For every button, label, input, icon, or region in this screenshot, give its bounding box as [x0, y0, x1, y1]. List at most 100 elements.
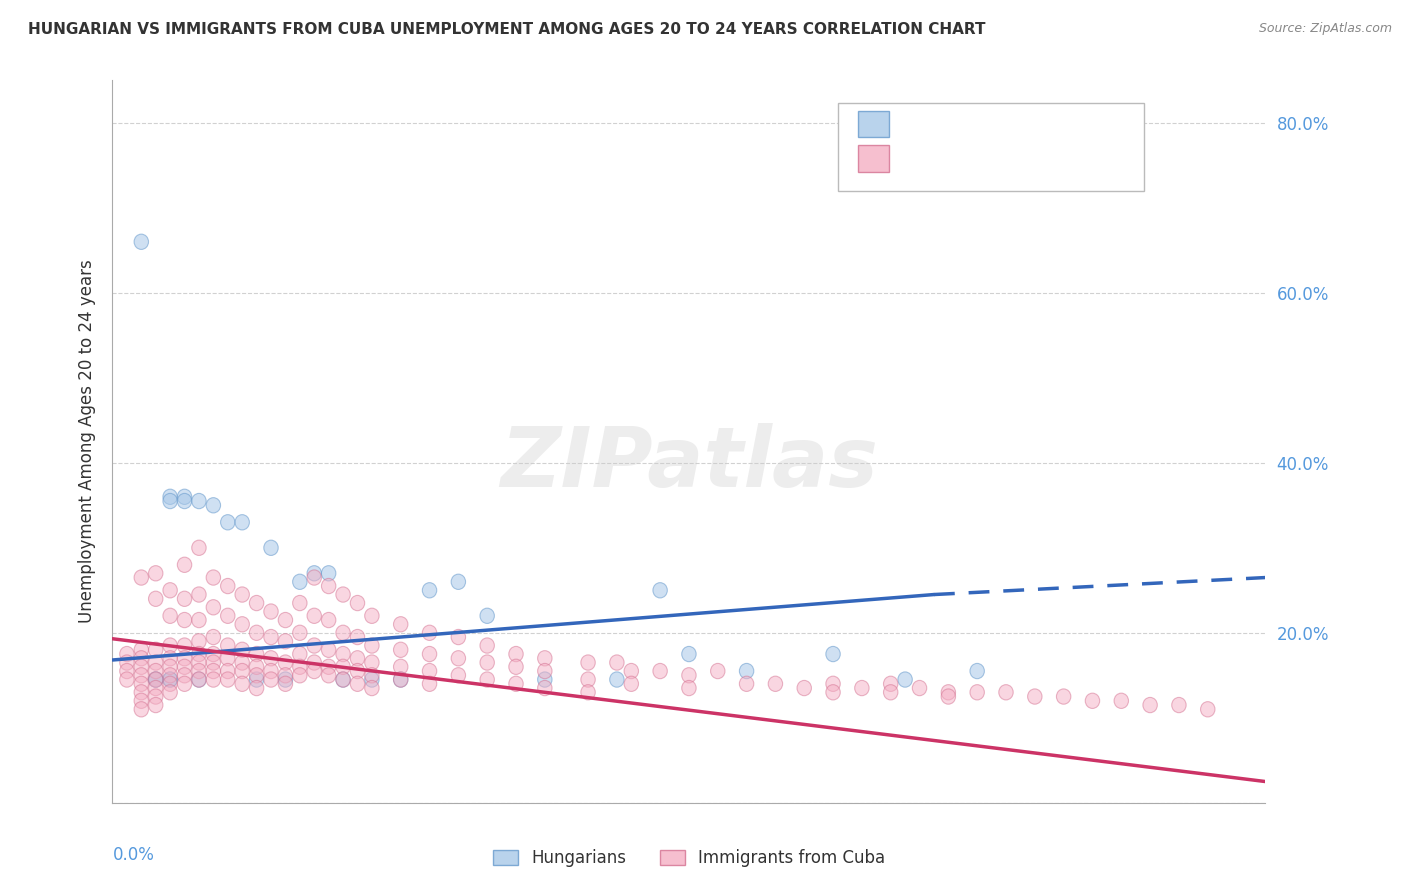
Ellipse shape	[221, 515, 235, 530]
Ellipse shape	[177, 659, 191, 674]
Ellipse shape	[163, 676, 177, 691]
Ellipse shape	[134, 570, 149, 585]
Ellipse shape	[292, 625, 307, 640]
Ellipse shape	[120, 655, 134, 670]
Ellipse shape	[422, 664, 437, 679]
Ellipse shape	[221, 650, 235, 666]
Ellipse shape	[177, 638, 191, 653]
Ellipse shape	[394, 642, 408, 657]
Ellipse shape	[264, 630, 278, 645]
Ellipse shape	[249, 625, 264, 640]
Ellipse shape	[624, 676, 638, 691]
Ellipse shape	[364, 681, 380, 696]
Ellipse shape	[797, 681, 811, 696]
Ellipse shape	[322, 667, 336, 683]
Ellipse shape	[336, 647, 350, 662]
Ellipse shape	[479, 655, 495, 670]
Ellipse shape	[336, 587, 350, 602]
Ellipse shape	[149, 698, 163, 713]
Ellipse shape	[134, 650, 149, 666]
Ellipse shape	[336, 659, 350, 674]
Ellipse shape	[149, 591, 163, 607]
Text: ZIPatlas: ZIPatlas	[501, 423, 877, 504]
Ellipse shape	[740, 676, 754, 691]
Ellipse shape	[682, 681, 696, 696]
Ellipse shape	[322, 613, 336, 628]
Ellipse shape	[710, 664, 725, 679]
Ellipse shape	[912, 681, 927, 696]
Ellipse shape	[610, 655, 624, 670]
Ellipse shape	[191, 672, 207, 687]
Ellipse shape	[479, 608, 495, 624]
Ellipse shape	[350, 676, 364, 691]
Ellipse shape	[898, 672, 912, 687]
Ellipse shape	[451, 667, 465, 683]
Ellipse shape	[768, 676, 783, 691]
Ellipse shape	[249, 672, 264, 687]
Ellipse shape	[307, 638, 322, 653]
Ellipse shape	[177, 667, 191, 683]
Ellipse shape	[207, 599, 221, 615]
Ellipse shape	[163, 489, 177, 505]
Ellipse shape	[825, 676, 841, 691]
Ellipse shape	[509, 659, 523, 674]
Ellipse shape	[149, 672, 163, 687]
Ellipse shape	[998, 685, 1014, 700]
Y-axis label: Unemployment Among Ages 20 to 24 years: Unemployment Among Ages 20 to 24 years	[77, 260, 96, 624]
Ellipse shape	[163, 650, 177, 666]
Ellipse shape	[177, 558, 191, 573]
Ellipse shape	[364, 655, 380, 670]
Ellipse shape	[581, 655, 595, 670]
Ellipse shape	[191, 633, 207, 649]
Text: 0.0%: 0.0%	[112, 847, 155, 864]
Ellipse shape	[207, 498, 221, 513]
Ellipse shape	[479, 672, 495, 687]
Ellipse shape	[682, 667, 696, 683]
Text: R =: R =	[900, 149, 936, 167]
Ellipse shape	[292, 659, 307, 674]
Ellipse shape	[120, 647, 134, 662]
Ellipse shape	[537, 664, 553, 679]
Ellipse shape	[1114, 693, 1129, 708]
Ellipse shape	[191, 664, 207, 679]
Ellipse shape	[207, 655, 221, 670]
Ellipse shape	[264, 650, 278, 666]
Ellipse shape	[191, 655, 207, 670]
Ellipse shape	[149, 672, 163, 687]
Ellipse shape	[1201, 702, 1215, 717]
Ellipse shape	[134, 659, 149, 674]
Ellipse shape	[149, 689, 163, 704]
Ellipse shape	[394, 672, 408, 687]
Ellipse shape	[278, 676, 292, 691]
Ellipse shape	[177, 650, 191, 666]
Ellipse shape	[307, 655, 322, 670]
Ellipse shape	[134, 667, 149, 683]
Ellipse shape	[120, 672, 134, 687]
Ellipse shape	[177, 493, 191, 508]
Ellipse shape	[1085, 693, 1099, 708]
Ellipse shape	[970, 664, 984, 679]
Ellipse shape	[177, 613, 191, 628]
Ellipse shape	[163, 659, 177, 674]
Text: HUNGARIAN VS IMMIGRANTS FROM CUBA UNEMPLOYMENT AMONG AGES 20 TO 24 YEARS CORRELA: HUNGARIAN VS IMMIGRANTS FROM CUBA UNEMPL…	[28, 22, 986, 37]
Ellipse shape	[624, 664, 638, 679]
Ellipse shape	[191, 541, 207, 556]
Ellipse shape	[134, 234, 149, 250]
Ellipse shape	[509, 676, 523, 691]
Ellipse shape	[350, 664, 364, 679]
Ellipse shape	[163, 685, 177, 700]
Ellipse shape	[322, 578, 336, 594]
Ellipse shape	[292, 574, 307, 590]
Ellipse shape	[221, 672, 235, 687]
Ellipse shape	[537, 650, 553, 666]
Ellipse shape	[207, 664, 221, 679]
Ellipse shape	[264, 604, 278, 619]
Ellipse shape	[163, 608, 177, 624]
Ellipse shape	[249, 647, 264, 662]
Ellipse shape	[883, 685, 898, 700]
Ellipse shape	[610, 672, 624, 687]
Ellipse shape	[235, 664, 249, 679]
Ellipse shape	[322, 659, 336, 674]
Ellipse shape	[207, 647, 221, 662]
Ellipse shape	[537, 681, 553, 696]
